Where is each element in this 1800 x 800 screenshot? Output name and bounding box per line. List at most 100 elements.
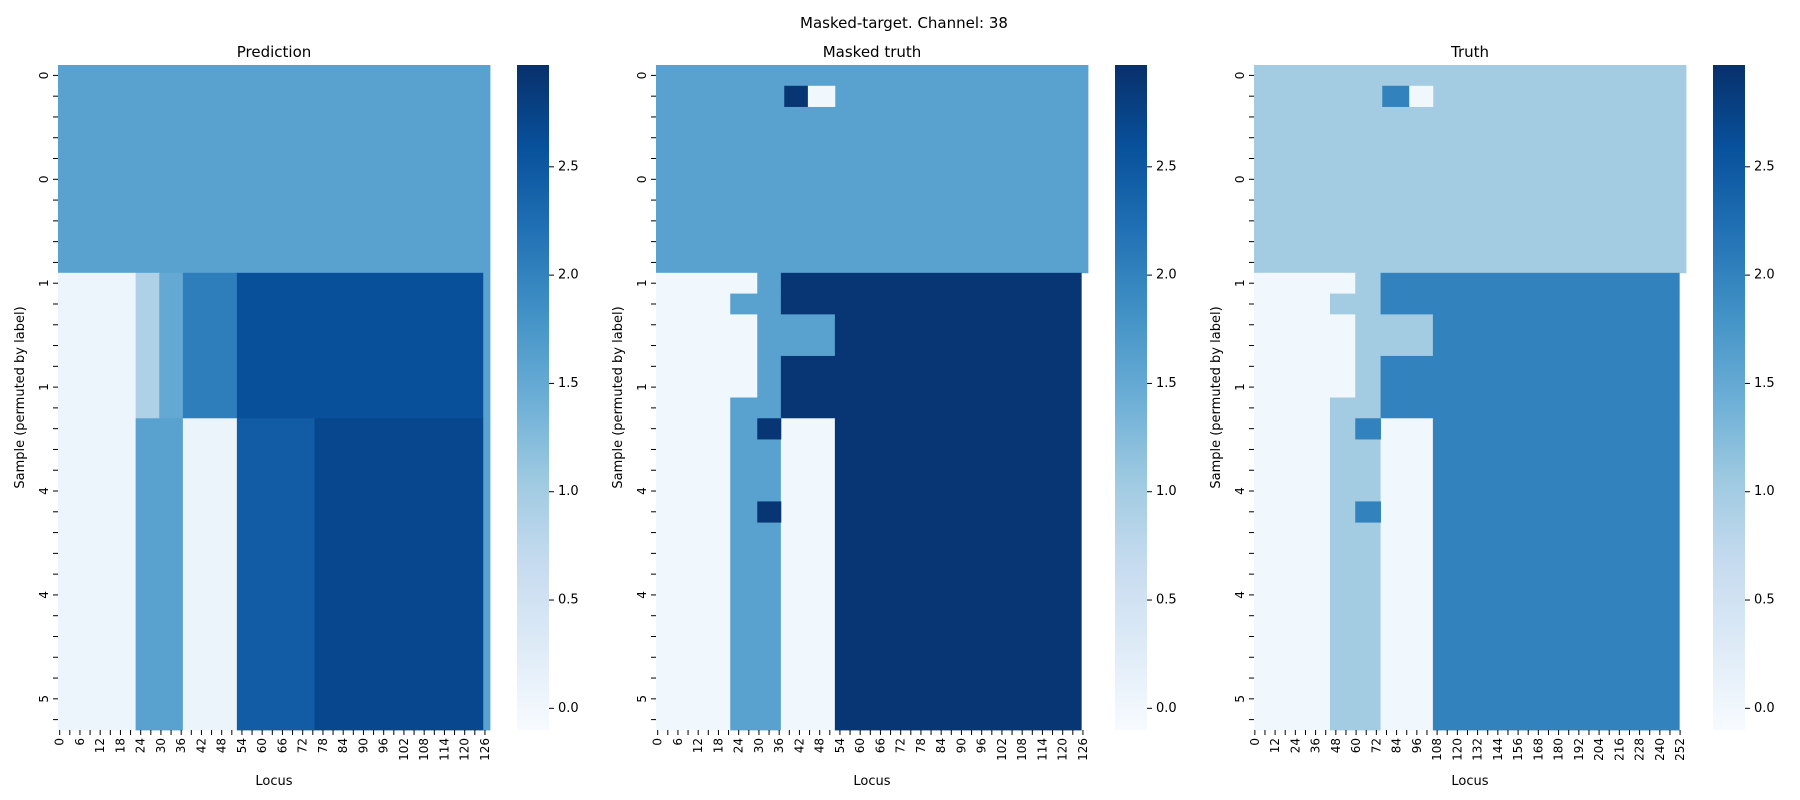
y-tick-label: 4 (37, 591, 51, 599)
y-tick-label: 5 (37, 695, 51, 703)
colorbar-tick-label: 2.5 (558, 159, 579, 174)
x-tick-label: 72 (1369, 738, 1383, 753)
x-tick-label: 12 (691, 738, 705, 753)
y-tick-label: 1 (635, 279, 649, 287)
heatmap-cell-block (1382, 85, 1410, 107)
colorbar-tick-label: 2.0 (1754, 268, 1775, 283)
colorbar-tick-label: 1.5 (1156, 376, 1177, 391)
x-tick-label: 96 (1410, 738, 1424, 753)
heatmap-cell-block (58, 65, 491, 274)
heatmap-cell-block (656, 355, 758, 398)
colorbar-tick-label: 0.0 (1754, 701, 1775, 716)
y-tick-label: 0 (37, 175, 51, 183)
colorbar-gradient (517, 65, 549, 730)
heatmap-cell-block (1380, 397, 1680, 419)
x-tick-label: 60 (1349, 738, 1363, 753)
heatmap-cell-block (1329, 418, 1381, 731)
colorbar-tick-label: 2.0 (558, 268, 579, 283)
heatmap-cell-block (730, 418, 782, 731)
heatmap-cell-block (757, 501, 782, 523)
x-tick-label: 24 (134, 738, 148, 753)
x-tick-label: 78 (914, 738, 928, 753)
x-tick-label: 84 (336, 738, 350, 753)
x-tick-label: 60 (853, 738, 867, 753)
heatmap-cell-block (730, 293, 758, 315)
y-axis: 0 0 1 1 4 4 5 Sample (permuted by label) (611, 72, 656, 721)
heatmap-cell-block (1329, 293, 1381, 315)
colorbar-tick-label: 0.0 (1156, 701, 1177, 716)
heatmap-cell-block (1254, 355, 1356, 398)
colorbar: 0.0 0.5 1.0 1.5 2.0 2.5 (517, 65, 579, 730)
heatmap-cell-block (135, 272, 160, 419)
x-axis-label: Locus (853, 774, 890, 789)
x-tick-label: 72 (296, 738, 310, 753)
x-tick-label: 54 (235, 738, 249, 753)
x-axis: 0 6 12 18 24 30 36 42 48 54 60 66 72 78 84 90 96 102 108 11… (53, 730, 492, 789)
colorbar-tick-label: 1.0 (1754, 484, 1775, 499)
x-tick-label: 108 (417, 738, 431, 761)
heatmap-cell-block (656, 65, 1089, 274)
colorbar-tick-label: 0.0 (558, 701, 579, 716)
heatmap-cell-block (1254, 293, 1331, 315)
y-tick-label: 4 (1233, 487, 1247, 495)
x-tick-label: 192 (1572, 738, 1586, 761)
x-axis-label: Locus (255, 774, 292, 789)
x-tick-label: 42 (792, 738, 806, 753)
x-tick-label: 12 (1268, 738, 1282, 753)
y-axis-label: Sample (permuted by label) (1209, 306, 1224, 488)
x-tick-label: 120 (1450, 738, 1464, 761)
x-tick-label: 102 (995, 738, 1009, 761)
heatmap-cell-block (730, 397, 782, 419)
heatmap-cell-block (834, 418, 1082, 731)
x-tick-label: 216 (1612, 738, 1626, 761)
colorbar-tick-label: 0.5 (1156, 593, 1177, 608)
x-tick-label: 30 (752, 738, 766, 753)
colorbar-tick-label: 0.5 (1754, 593, 1775, 608)
heatmap-cell-block (1355, 272, 1381, 294)
x-tick-label: 0 (1248, 738, 1262, 746)
x-tick-label: 66 (873, 738, 887, 753)
colorbar-tick-label: 1.0 (1156, 484, 1177, 499)
colorbar: 0.0 0.5 1.0 1.5 2.0 2.5 (1713, 65, 1775, 730)
heatmap-cell-block (780, 293, 1082, 315)
y-tick-label: 4 (37, 487, 51, 495)
y-tick-label: 1 (37, 383, 51, 391)
panel-title: Truth (1450, 43, 1489, 61)
y-tick-label: 1 (37, 279, 51, 287)
heatmap-cell-block (1254, 65, 1687, 274)
x-tick-label: 228 (1633, 738, 1647, 761)
x-tick-label: 36 (1309, 738, 1323, 753)
x-tick-label: 30 (154, 738, 168, 753)
x-axis-label: Locus (1451, 774, 1488, 789)
heatmap-cell-block (757, 355, 782, 398)
heatmap-cell-block (1254, 418, 1331, 731)
heatmap-cell-block (314, 418, 484, 731)
heatmap-cell-block (1432, 314, 1680, 357)
heatmap-cell-block (1380, 293, 1680, 315)
colorbar-tick-label: 2.0 (1156, 268, 1177, 283)
heatmap-cell-block (1254, 314, 1356, 357)
heatmap-cell-block (780, 418, 836, 731)
y-tick-label: 1 (1233, 383, 1247, 391)
heatmap-cell-block (1355, 501, 1381, 523)
heatmap-cell-block (182, 272, 238, 419)
x-tick-label: 120 (1056, 738, 1070, 761)
heatmap-cell-block (656, 293, 731, 315)
panel-title: Masked truth (823, 43, 922, 61)
heatmap-cell-block (780, 397, 1082, 419)
heatmap-cell-block (1409, 85, 1434, 107)
colorbar-gradient (1713, 65, 1745, 730)
heatmap-cell-block (1254, 397, 1331, 419)
colorbar-tick-label: 1.0 (558, 484, 579, 499)
heatmap-cell-block (1329, 397, 1381, 419)
x-tick-label: 156 (1511, 738, 1525, 761)
x-tick-label: 240 (1653, 738, 1667, 761)
y-tick-label: 0 (635, 175, 649, 183)
heatmap-cell-block (1380, 355, 1680, 398)
x-tick-label: 114 (437, 738, 451, 761)
colorbar: 0.0 0.5 1.0 1.5 2.0 2.5 (1115, 65, 1177, 730)
x-tick-label: 96 (377, 738, 391, 753)
